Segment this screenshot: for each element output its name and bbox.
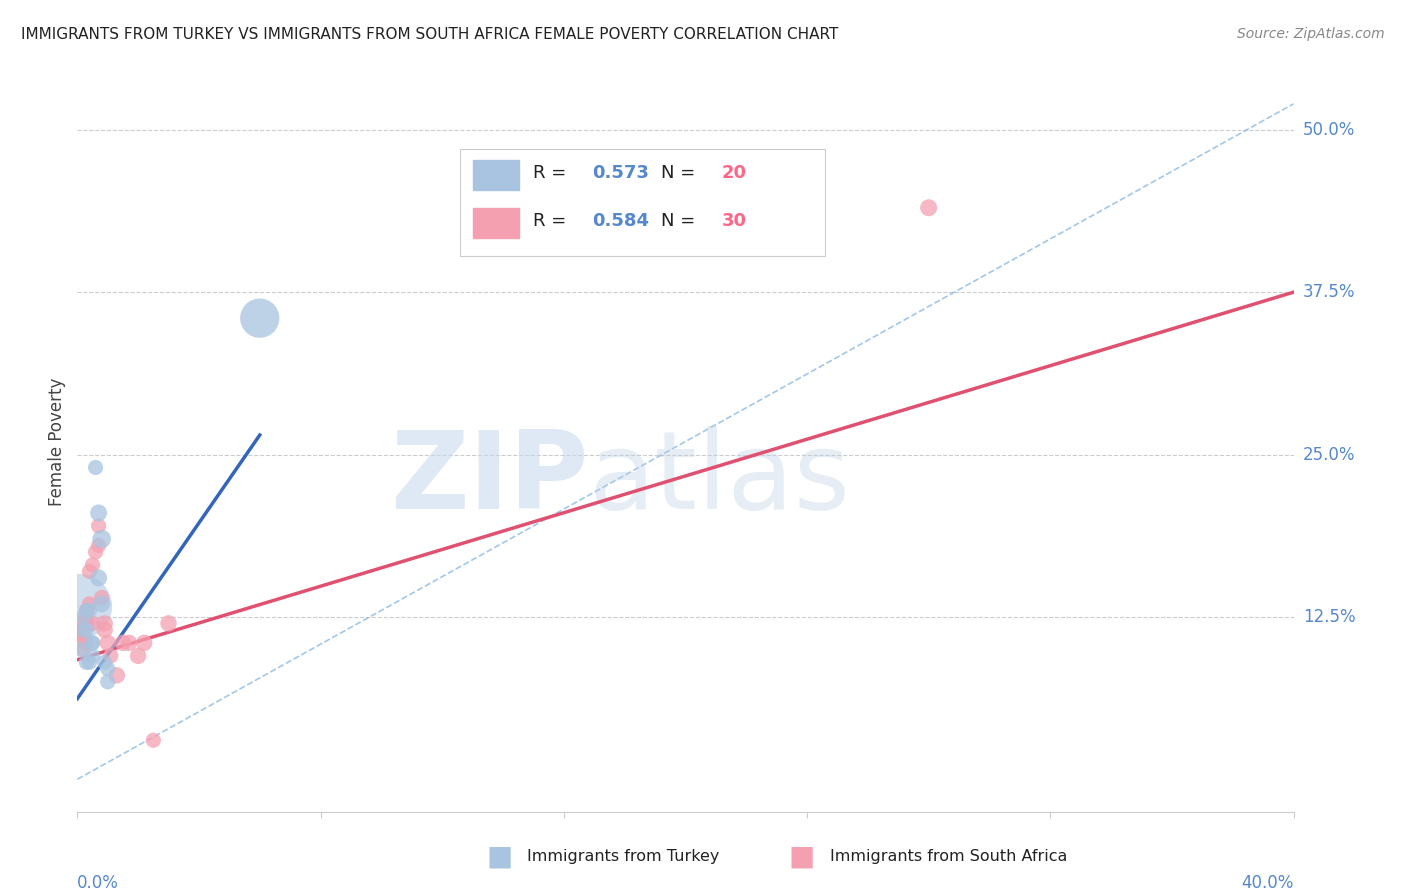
Point [75,603,97,617]
Point [97,674,120,689]
Point [79,656,101,670]
Bar [472,209,519,238]
Text: 0.0%: 0.0% [77,874,120,892]
Point [69,616,91,631]
Point [79,597,101,611]
Point [82,616,104,631]
Point [84,460,107,475]
Point [157,616,180,631]
Point [93,656,115,670]
Point [134,636,156,650]
Text: 20: 20 [721,164,747,182]
Point [82,636,104,650]
Text: R =: R = [533,212,572,230]
Point [84,545,107,559]
Text: ZIP: ZIP [389,425,588,532]
Text: IMMIGRANTS FROM TURKEY VS IMMIGRANTS FROM SOUTH AFRICA FEMALE POVERTY CORRELATIO: IMMIGRANTS FROM TURKEY VS IMMIGRANTS FRO… [21,27,838,42]
Point [72,623,94,637]
Point [90,597,112,611]
Text: ■: ■ [486,842,512,871]
Point [75,610,97,624]
Point [75,623,97,637]
Point [69,623,91,637]
Point [918,201,941,215]
Point [72,610,94,624]
Text: ■: ■ [789,842,814,871]
Point [100,648,122,663]
Text: 12.5%: 12.5% [1302,607,1355,626]
Point [127,648,149,663]
Text: 50.0%: 50.0% [1302,120,1355,139]
Text: 40.0%: 40.0% [1241,874,1294,892]
Bar [472,161,519,190]
Point [118,636,141,650]
Text: 30: 30 [721,212,747,230]
Text: 0.573: 0.573 [592,164,648,182]
Point [75,636,97,650]
Text: 25.0%: 25.0% [1302,445,1355,464]
Text: 0.584: 0.584 [592,212,648,230]
FancyBboxPatch shape [460,149,825,257]
Text: N =: N = [661,164,702,182]
Point [93,623,115,637]
Point [142,733,165,747]
Point [249,311,271,326]
Point [87,506,110,520]
Point [75,616,97,631]
Point [105,668,128,682]
Point [90,532,112,546]
Point [97,636,120,650]
Point [79,603,101,617]
Point [87,538,110,552]
Text: R =: R = [533,164,572,182]
Text: Source: ZipAtlas.com: Source: ZipAtlas.com [1237,27,1385,41]
Point [82,648,104,663]
Point [93,616,115,631]
Point [67,599,90,614]
Point [87,519,110,533]
Point [82,558,104,572]
Point [72,629,94,643]
Y-axis label: Female Poverty: Female Poverty [48,377,66,506]
Text: N =: N = [661,212,702,230]
Point [72,642,94,657]
Point [97,662,120,676]
Point [79,565,101,579]
Text: 37.5%: 37.5% [1302,283,1355,301]
Point [90,591,112,605]
Text: Immigrants from Turkey: Immigrants from Turkey [527,849,720,863]
Text: Immigrants from South Africa: Immigrants from South Africa [830,849,1067,863]
Point [111,636,134,650]
Point [87,571,110,585]
Point [69,642,91,657]
Point [72,623,94,637]
Text: atlas: atlas [588,425,851,532]
Point [69,636,91,650]
Point [75,603,97,617]
Point [75,656,97,670]
Point [82,636,104,650]
